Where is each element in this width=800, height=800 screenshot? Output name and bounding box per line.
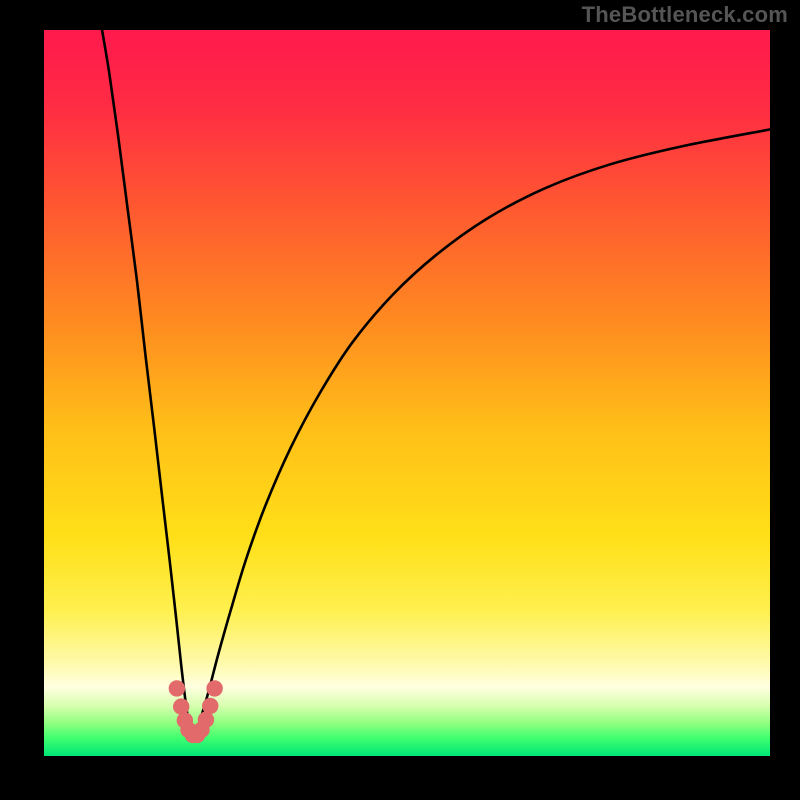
curve-marker [202, 698, 218, 714]
curve-marker [169, 680, 185, 696]
curve-marker [206, 680, 222, 696]
gradient-background [44, 30, 770, 756]
watermark-text: TheBottleneck.com [582, 2, 788, 28]
chart-root: TheBottleneck.com [0, 0, 800, 800]
bottleneck-plot [0, 0, 800, 800]
curve-marker [173, 698, 189, 714]
